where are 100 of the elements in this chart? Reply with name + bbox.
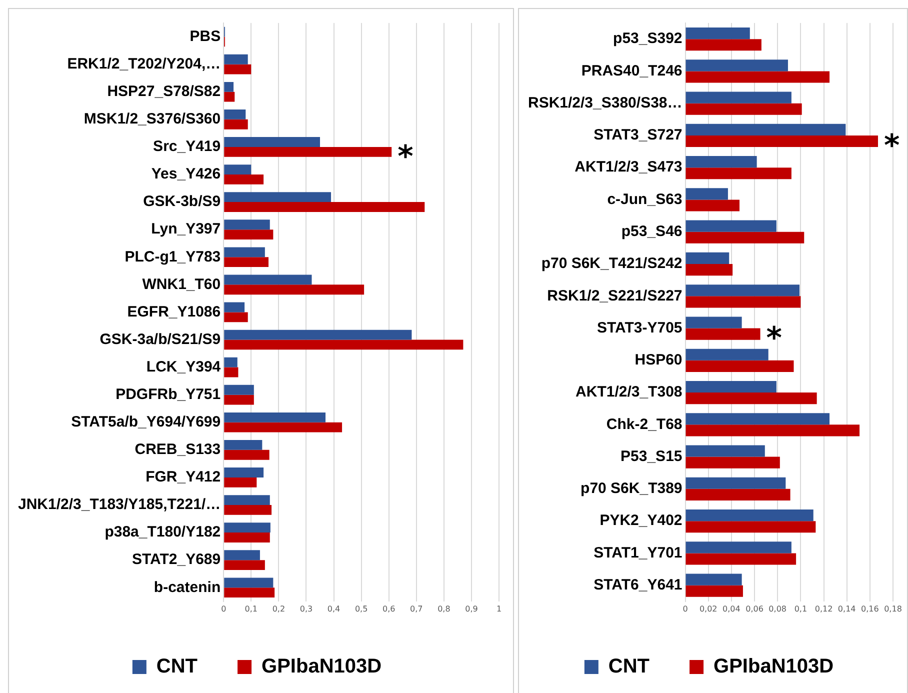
bar [686,456,780,468]
bar [686,220,776,232]
bar [224,412,326,422]
bar [224,330,412,340]
bar [224,137,320,147]
legend-label: CNT [608,656,650,678]
bar [224,357,238,368]
bar [686,232,804,244]
y-tick-label: STAT1_Y701 [594,544,682,562]
bar [686,296,801,308]
bar [224,146,392,157]
bar [224,550,260,560]
bar [224,312,248,322]
y-tick-label: p70 S6K_T389 [580,480,682,498]
bar [686,510,814,522]
bar [686,28,750,40]
y-tick-label: FGR_Y412 [146,468,221,486]
y-tick-label: EGFR_Y1086 [127,303,221,320]
x-tick-label: 0,8 [438,604,450,614]
y-tick-label: LCK_Y394 [146,358,222,376]
bar [224,505,272,515]
bar [686,542,792,554]
bar [686,413,830,425]
x-tick-label: 0,02 [699,604,718,614]
y-tick-label: WNK1_T60 [142,276,221,293]
bar [686,103,802,115]
bar [686,392,817,404]
bar [686,585,743,597]
bar [224,477,257,488]
bar [686,488,790,500]
bar [224,54,248,64]
bar [224,92,235,102]
x-tick-label: 0,04 [722,604,740,614]
bar [686,135,878,148]
y-tick-label: PYK2_Y402 [600,512,682,530]
bar [686,252,730,264]
bar [686,424,860,436]
legend-label: GPIbaN103D [262,656,382,678]
x-tick-label: 0 [221,604,226,614]
y-tick-label: HSP60 [634,352,682,369]
y-tick-label: CREB_S133 [134,441,221,458]
bar [686,188,728,200]
x-tick-label: 0,14 [838,604,856,614]
bar [224,367,238,378]
annotation: * [884,128,900,164]
bar [224,257,269,268]
bar [686,71,830,83]
bar [224,192,332,202]
x-tick-label: 0,9 [465,604,478,614]
bar [686,328,760,340]
bar [224,109,246,120]
x-tick-label: 0,18 [884,604,902,614]
bar [686,477,786,489]
bar [224,578,274,588]
bar [686,521,816,533]
y-tick-label: GSK-3b/S9 [143,193,221,210]
y-tick-label: HSP27_S78/S82 [107,83,221,100]
y-tick-label: c-Jun_S63 [607,190,682,208]
bar [224,450,270,460]
x-tick-label: 0,7 [410,604,423,614]
bar [224,468,264,478]
bar [686,553,796,565]
bar [224,588,275,598]
y-tick-label: Src_Y419 [153,138,221,156]
bar [224,174,264,184]
x-tick-label: 0,12 [814,604,833,614]
bar [686,284,800,296]
x-tick-label: 0,3 [300,604,313,614]
bar [686,445,765,457]
x-tick-label: 0,1 [244,604,258,614]
bar [224,82,234,92]
bar [686,124,846,136]
bar [224,440,262,450]
y-tick-label: p38a_T180/Y182 [104,524,221,541]
y-tick-label: p53_S46 [621,223,682,240]
y-tick-label: STAT6_Y641 [594,576,682,594]
x-tick-label: 0 [682,604,688,614]
legend-label: GPIbaN103D [714,656,834,678]
y-tick-label: STAT3-Y705 [596,319,682,336]
y-tick-label: RSK1/2/3_S380/S38… [528,94,682,112]
bar [224,495,270,505]
bar [686,156,757,168]
y-tick-label: Lyn_Y397 [151,220,221,238]
x-tick-label: 0,2 [272,604,286,614]
y-tick-label: Yes_Y426 [151,166,221,183]
x-tick-label: 0,06 [746,604,764,614]
x-tick-label: 0,4 [327,604,340,614]
bar [224,532,270,542]
bar [686,200,740,212]
bar [224,384,254,395]
x-tick-label: 0,5 [354,604,368,614]
y-tick-label: STAT3_S727 [594,126,682,144]
bar [224,274,312,285]
x-tick-label: 0,08 [768,604,786,614]
bar [224,422,342,432]
bar [224,220,270,230]
y-tick-label: PLC-g1_Y783 [124,248,221,266]
y-tick-label: STAT2_Y689 [132,551,221,568]
bar [686,316,742,328]
bar [224,284,364,295]
